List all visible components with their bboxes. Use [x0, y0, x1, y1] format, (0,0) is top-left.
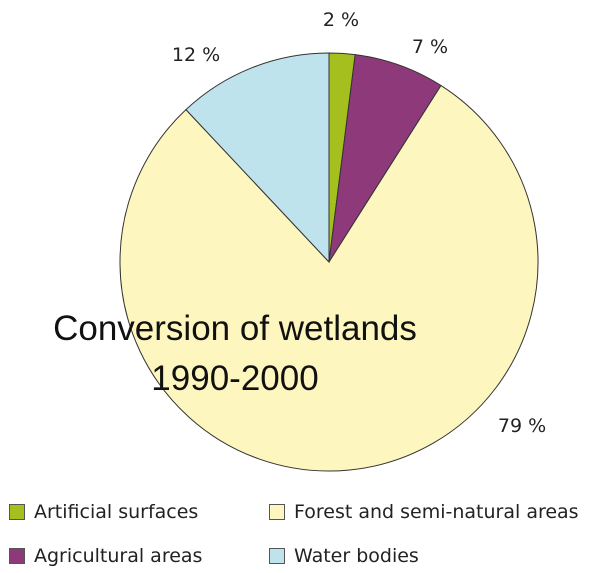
- pie-value-label: 79 %: [498, 415, 546, 437]
- pie-slices: [120, 53, 538, 471]
- pie-value-label: 7 %: [412, 36, 448, 58]
- chart-title: Conversion of wetlands: [0, 308, 470, 350]
- chart-subtitle: 1990-2000: [0, 358, 470, 400]
- pie-value-label: 12 %: [172, 44, 220, 66]
- pie-value-label: 2 %: [323, 9, 359, 31]
